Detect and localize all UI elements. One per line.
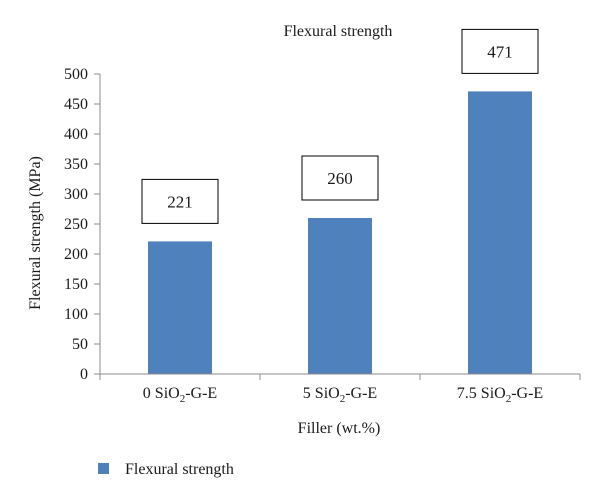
y-tick-label: 300 (64, 186, 88, 203)
y-tick-label: 450 (64, 96, 88, 113)
chart-title: Flexural strength (284, 23, 393, 40)
y-tick-label: 350 (64, 156, 88, 173)
data-label: 471 (487, 42, 513, 61)
bar (148, 241, 212, 374)
data-labels: 221 260 471 (141, 28, 539, 224)
bar (308, 218, 372, 374)
data-label-box (301, 155, 379, 201)
data-label: 260 (327, 169, 353, 188)
y-tick-label: 250 (64, 216, 88, 233)
y-tick-label: 200 (64, 246, 88, 263)
x-tick-label: 0 SiO2-G-E (143, 385, 217, 405)
y-axis-ticks: 0 50 100 150 200 250 300 350 400 450 500 (64, 66, 100, 383)
y-tick-label: 100 (64, 306, 88, 323)
x-axis-label: Filler (wt.%) (298, 420, 381, 437)
y-tick-label: 0 (80, 366, 88, 383)
x-tick-label: 5 SiO2-G-E (303, 385, 377, 405)
data-label-box (461, 28, 539, 74)
legend-swatch (98, 463, 109, 474)
y-tick-label: 50 (72, 336, 88, 353)
data-label-box (141, 178, 219, 224)
y-tick-label: 400 (64, 126, 88, 143)
bar (468, 91, 532, 375)
y-tick-label: 150 (64, 276, 88, 293)
legend: Flexural strength (98, 461, 234, 478)
bars (148, 91, 532, 375)
legend-label: Flexural strength (125, 461, 234, 478)
y-axis-label: Flexural strength (MPa) (27, 156, 44, 310)
x-tick-label: 7.5 SiO2-G-E (457, 385, 543, 405)
y-tick-label: 500 (64, 66, 88, 83)
x-axis-tick-labels: 0 SiO2-G-E 5 SiO2-G-E 7.5 SiO2-G-E (99, 374, 581, 405)
data-label: 221 (167, 192, 193, 211)
